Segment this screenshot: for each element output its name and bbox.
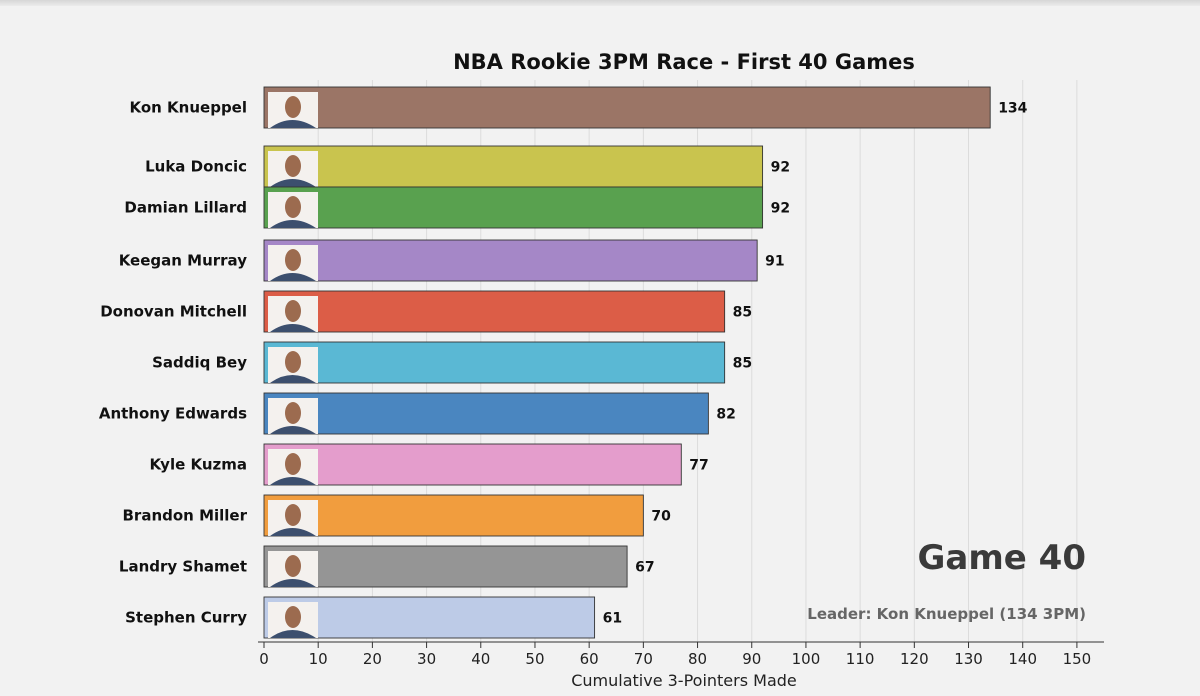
head-icon (285, 196, 301, 218)
head-icon (285, 155, 301, 177)
bar (263, 596, 596, 639)
jersey-icon (270, 426, 316, 434)
jersey-icon (270, 630, 316, 638)
x-axis: 0 10 20 30 40 50 60 70 80 90 100 110 120 130 140 150 (258, 641, 1104, 668)
bar (263, 341, 726, 384)
category-label: Kyle Kuzma (150, 456, 248, 474)
head-icon (285, 453, 301, 475)
jersey-icon (270, 220, 316, 228)
category-label: Saddiq Bey (152, 354, 247, 372)
x-tick-label: 80 (688, 650, 707, 668)
value-label: 91 (765, 254, 784, 270)
game-counter: Game 40 (918, 538, 1087, 578)
value-label: 77 (689, 458, 708, 474)
value-label: 92 (771, 201, 790, 217)
x-tick-label: 10 (309, 650, 328, 668)
bar (263, 145, 764, 188)
head-icon (285, 249, 301, 271)
bar (263, 494, 644, 537)
jersey-icon (270, 528, 316, 536)
category-label: Anthony Edwards (99, 405, 247, 423)
x-tick-label: 90 (742, 650, 761, 668)
x-tick-label: 150 (1063, 650, 1092, 668)
value-label: 82 (716, 407, 735, 423)
bars-group: Kon Knueppel 134 Luka Doncic 92 Damian Lilla… (99, 86, 1028, 639)
x-tick-label: 130 (954, 650, 983, 668)
bar (263, 239, 758, 282)
value-label: 134 (998, 101, 1027, 117)
value-label: 67 (635, 560, 654, 576)
x-tick-label: 0 (259, 650, 269, 668)
x-tick-label: 60 (580, 650, 599, 668)
category-label: Keegan Murray (119, 252, 248, 270)
category-label: Kon Knueppel (129, 99, 247, 117)
bar (263, 86, 991, 129)
category-label: Luka Doncic (145, 158, 247, 176)
x-tick-label: 50 (525, 650, 544, 668)
category-label: Stephen Curry (125, 609, 247, 627)
head-icon (285, 606, 301, 628)
x-axis-label: Cumulative 3-Pointers Made (571, 671, 797, 690)
chart-title: NBA Rookie 3PM Race - First 40 Games (453, 50, 915, 74)
x-tick-label: 100 (792, 650, 821, 668)
value-label: 70 (651, 509, 671, 525)
category-label: Donovan Mitchell (100, 303, 247, 321)
value-label: 61 (603, 611, 622, 627)
value-label: 92 (771, 160, 790, 176)
x-tick-label: 20 (363, 650, 382, 668)
head-icon (285, 504, 301, 526)
bar (263, 186, 764, 229)
x-tick-label: 140 (1008, 650, 1037, 668)
jersey-icon (270, 324, 316, 332)
jersey-icon (270, 179, 316, 187)
jersey-icon (270, 120, 316, 128)
value-label: 85 (733, 305, 752, 321)
x-tick-label: 30 (417, 650, 436, 668)
head-icon (285, 96, 301, 118)
category-label: Damian Lillard (124, 199, 247, 217)
x-tick-label: 40 (471, 650, 490, 668)
jersey-icon (270, 375, 316, 383)
head-icon (285, 555, 301, 577)
x-tick-label: 70 (634, 650, 653, 668)
x-tick-label: 110 (846, 650, 875, 668)
bar (263, 290, 726, 333)
jersey-icon (270, 579, 316, 587)
head-icon (285, 300, 301, 322)
jersey-icon (270, 477, 316, 485)
value-label: 85 (733, 356, 752, 372)
window-top-edge (0, 0, 1200, 6)
bar (263, 443, 682, 486)
x-tick-label: 120 (900, 650, 929, 668)
leader-annotation: Leader: Kon Knueppel (134 3PM) (807, 605, 1086, 623)
bar (263, 545, 628, 588)
category-label: Brandon Miller (123, 507, 248, 525)
jersey-icon (270, 273, 316, 281)
category-label: Landry Shamet (119, 558, 247, 576)
head-icon (285, 402, 301, 424)
bar (263, 392, 709, 435)
head-icon (285, 351, 301, 373)
